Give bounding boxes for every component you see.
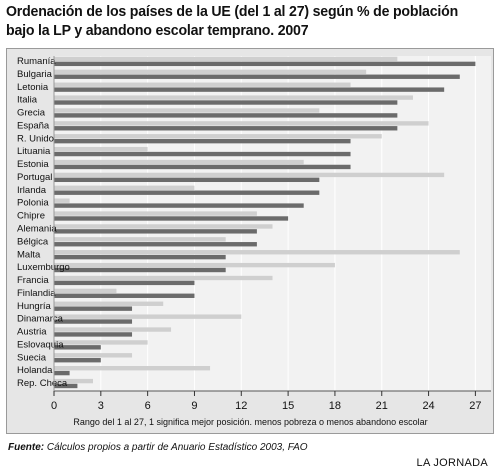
bar-light — [54, 108, 320, 113]
bar-dark — [54, 203, 304, 208]
bar-dark — [54, 113, 398, 118]
x-tick-label: 15 — [282, 400, 294, 412]
bar-dark — [54, 370, 70, 376]
category-label: Austria — [17, 327, 47, 338]
category-label: Letonia — [17, 82, 49, 93]
bar-dark — [54, 319, 133, 324]
bar-light — [54, 146, 148, 152]
category-label: Finlandia — [17, 288, 56, 299]
bar-dark — [54, 280, 195, 286]
category-label: Chipre — [17, 211, 45, 222]
chart-title-line-2: bajo la LP y abandono escolar temprano. … — [6, 22, 309, 39]
bar-light — [54, 172, 445, 178]
category-label: Malta — [17, 249, 41, 260]
bar-dark — [54, 100, 398, 105]
category-label: Luxemburgo — [17, 262, 70, 273]
category-label: Eslovaquia — [17, 339, 64, 350]
x-tick-label: 27 — [469, 400, 481, 412]
x-axis-title: Rango del 1 al 27, 1 significa mejor pos… — [73, 417, 427, 427]
category-label: Irlanda — [17, 185, 47, 196]
bar-light — [54, 56, 398, 62]
category-label: Polonia — [17, 198, 49, 209]
source-note: Fuente: Cálculos propios a partir de Anu… — [8, 442, 308, 453]
publisher-logo: LA JORNADA — [416, 457, 488, 469]
bar-light — [54, 95, 413, 100]
category-label: Lituania — [17, 146, 51, 157]
bar-light — [54, 69, 367, 75]
x-tick-label: 21 — [376, 400, 388, 412]
bar-dark — [54, 383, 78, 389]
bar-dark — [54, 177, 320, 183]
chart-title: Ordenación de los países de la UE (del 1… — [6, 2, 462, 40]
category-label: Francia — [17, 275, 49, 286]
category-label: Hungría — [17, 301, 52, 312]
bar-light — [54, 185, 195, 190]
bar-light — [54, 378, 94, 384]
bar-light — [54, 301, 164, 306]
category-label: R. Unido — [17, 133, 54, 144]
bar-light — [54, 353, 133, 358]
x-tick-label: 18 — [329, 400, 341, 412]
bar-light — [54, 82, 351, 87]
x-tick-label: 9 — [191, 400, 197, 412]
category-label: Rumanía — [17, 56, 56, 67]
bar-dark — [54, 293, 195, 298]
x-tick-label: 24 — [422, 400, 434, 412]
bar-light — [54, 340, 148, 345]
category-label: Bulgaria — [17, 69, 53, 80]
bar-light — [54, 327, 172, 332]
category-label: Alemania — [17, 223, 57, 234]
category-label: España — [17, 120, 50, 131]
category-label: Estonia — [17, 159, 49, 170]
bar-dark — [54, 151, 351, 157]
bar-dark — [54, 216, 289, 221]
bar-dark — [54, 254, 226, 260]
bar-light — [54, 134, 382, 139]
bar-dark — [54, 138, 351, 144]
category-label: Italia — [17, 95, 38, 106]
category-label: Rep. Checa — [17, 378, 68, 389]
bar-dark — [54, 242, 257, 247]
bar-light — [54, 314, 242, 319]
category-label: Grecia — [17, 108, 46, 119]
bar-light — [54, 250, 460, 255]
bar-dark — [54, 74, 460, 79]
bar-light — [54, 275, 273, 281]
chart-title-line-1: Ordenación de los países de la UE (del 1… — [6, 3, 459, 20]
category-label: Portugal — [17, 172, 52, 183]
bar-dark — [54, 61, 476, 67]
category-label: Holanda — [17, 365, 53, 376]
bar-dark — [54, 345, 101, 350]
bar-light — [54, 121, 429, 126]
bar-dark — [54, 190, 320, 195]
source-text: Cálculos propios a partir de Anuario Est… — [46, 442, 308, 453]
bar-chart: Rumanía Bulgaria Letonia Italia GreciaEspaña… — [17, 56, 491, 427]
bar-light — [54, 211, 257, 216]
bar-dark — [54, 332, 133, 337]
bar-dark — [54, 164, 351, 170]
x-tick-label: 0 — [51, 400, 57, 412]
category-label: Suecia — [17, 352, 47, 363]
x-tick-label: 12 — [235, 400, 247, 412]
bar-dark — [54, 87, 445, 92]
category-label: Bélgica — [17, 236, 49, 247]
x-tick-label: 6 — [145, 400, 151, 412]
bar-dark — [54, 358, 101, 363]
bar-light — [54, 237, 226, 242]
bar-light — [54, 288, 117, 294]
bar-light — [54, 198, 70, 203]
bar-dark — [54, 267, 226, 273]
x-tick-label: 3 — [98, 400, 104, 412]
category-label: Dinamarca — [17, 314, 64, 325]
bar-light — [54, 159, 304, 165]
bar-dark — [54, 229, 257, 234]
bar-light — [54, 366, 211, 371]
bar-dark — [54, 306, 133, 311]
chart-panel: Rumanía Bulgaria Letonia Italia Grecia España… — [6, 48, 494, 434]
bar-dark — [54, 126, 398, 131]
bar-light — [54, 224, 273, 229]
bar-light — [54, 262, 335, 268]
source-label: Fuente: — [8, 442, 45, 453]
